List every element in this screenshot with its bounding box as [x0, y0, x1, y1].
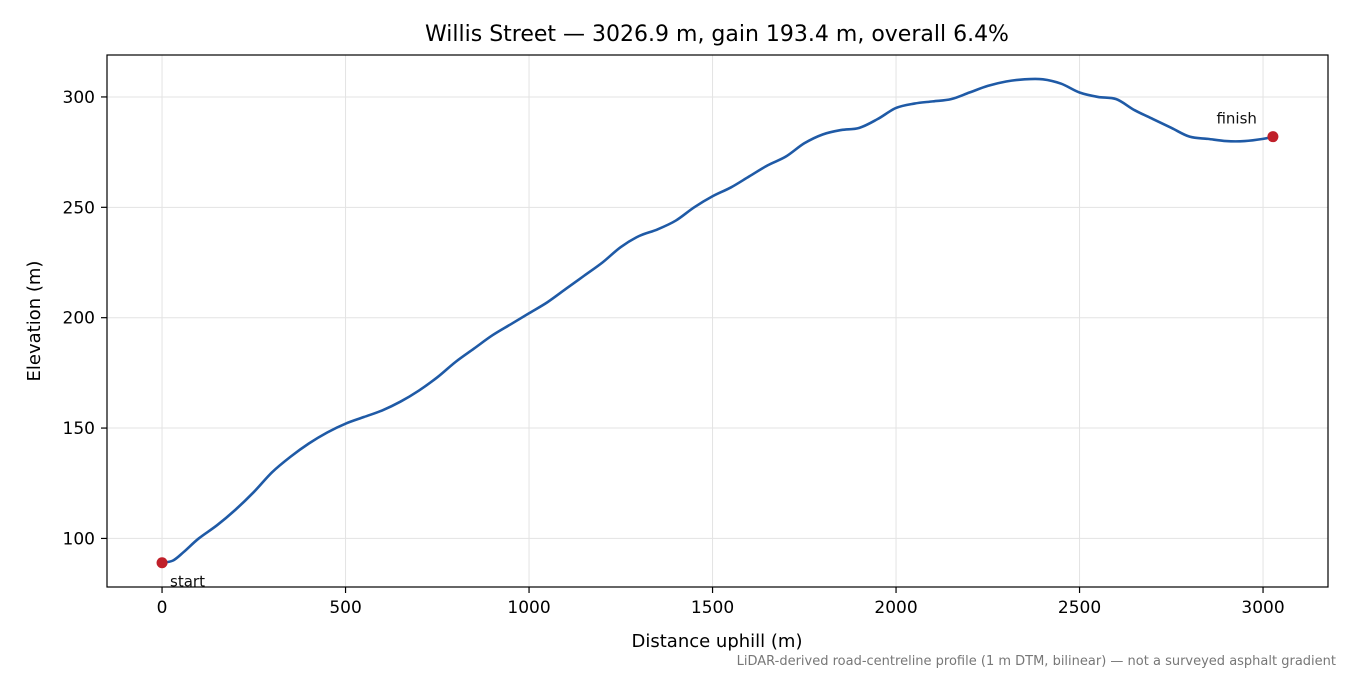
annotations: start finish [156, 110, 1279, 591]
x-tick-label: 0 [157, 598, 168, 618]
footnote: LiDAR-derived road-centreline profile (1… [737, 654, 1336, 669]
chart-title: Willis Street — 3026.9 m, gain 193.4 m, … [425, 22, 1009, 47]
x-tick-label: 500 [329, 598, 361, 618]
plot-frame [106, 54, 1329, 588]
y-tick-label: 100 [63, 529, 95, 549]
elevation-line [160, 77, 1275, 565]
x-tick-label: 2500 [1058, 598, 1101, 618]
y-tick-label: 300 [63, 88, 95, 108]
x-tick-label: 1000 [507, 598, 550, 618]
y-axis-label: Elevation (m) [24, 261, 45, 382]
start-marker [156, 557, 168, 569]
y-tick-label: 150 [63, 419, 95, 439]
x-tick-label: 2000 [874, 598, 917, 618]
x-tick-label: 1500 [691, 598, 734, 618]
grid [107, 55, 1328, 587]
axes: 0 500 1000 1500 2000 2500 3000 100 150 200 250 300 [63, 54, 1329, 618]
y-tick-label: 250 [63, 198, 95, 218]
start-label: start [170, 573, 205, 591]
x-axis-label: Distance uphill (m) [632, 631, 803, 652]
x-tick-label: 3000 [1241, 598, 1284, 618]
y-tick-label: 200 [63, 309, 95, 329]
finish-label: finish [1216, 110, 1256, 128]
series-layer [160, 77, 1275, 565]
finish-marker [1267, 131, 1279, 143]
